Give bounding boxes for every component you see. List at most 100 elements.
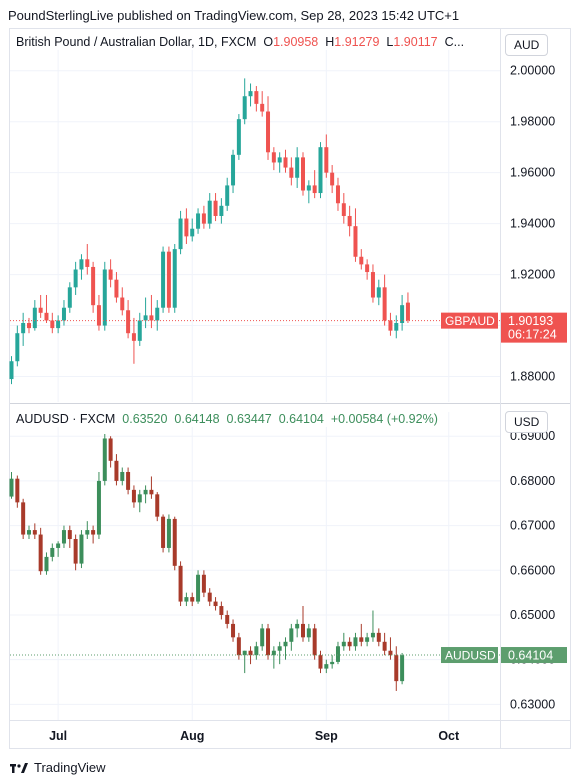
candle bbox=[353, 632, 358, 651]
candle bbox=[120, 467, 125, 486]
candle-body bbox=[50, 320, 55, 329]
candle-body bbox=[347, 641, 352, 647]
candle-body bbox=[301, 623, 305, 638]
candle-body bbox=[178, 218, 183, 250]
candle bbox=[271, 147, 276, 171]
candle-body bbox=[120, 471, 125, 481]
pane2-close: 0.64104 bbox=[278, 412, 324, 426]
candle bbox=[178, 561, 183, 607]
candle-body bbox=[254, 646, 259, 656]
candle bbox=[277, 641, 282, 665]
candle bbox=[324, 659, 329, 674]
candle bbox=[301, 606, 305, 642]
pane2-currency-button[interactable]: USD bbox=[505, 411, 549, 433]
candle bbox=[149, 294, 154, 329]
pane1-currency-button[interactable]: AUD bbox=[505, 34, 549, 56]
footer-brand-label: TradingView bbox=[34, 760, 106, 775]
x-tick-label: Sep bbox=[315, 729, 338, 743]
candle bbox=[131, 317, 136, 364]
candle-body bbox=[248, 91, 253, 97]
candle bbox=[400, 652, 405, 685]
candle-body bbox=[26, 323, 31, 329]
candle-body bbox=[353, 637, 358, 647]
candle bbox=[44, 552, 49, 575]
candle-body bbox=[91, 266, 96, 306]
candle-body bbox=[137, 494, 142, 503]
candle bbox=[26, 525, 31, 540]
candle-body bbox=[330, 172, 335, 186]
candle-body bbox=[161, 516, 166, 548]
candle-body bbox=[289, 167, 294, 178]
candle-body bbox=[91, 530, 96, 535]
footer-brand[interactable]: TradingView bbox=[10, 760, 106, 775]
candle-body bbox=[56, 320, 61, 329]
candle-body bbox=[283, 157, 288, 168]
candle bbox=[382, 632, 387, 656]
candle bbox=[96, 471, 101, 540]
candle bbox=[341, 193, 346, 224]
pane1-more: C... bbox=[444, 35, 465, 49]
candle bbox=[365, 259, 370, 280]
candle-body bbox=[108, 438, 113, 461]
candle-body bbox=[85, 259, 90, 267]
candle bbox=[365, 632, 370, 647]
candle-body bbox=[324, 147, 329, 173]
pane1-high: 1.91279 bbox=[334, 35, 380, 49]
candle-body bbox=[79, 259, 84, 270]
candle-body bbox=[254, 91, 259, 104]
candle bbox=[353, 208, 358, 262]
candle-body bbox=[335, 646, 340, 662]
candle bbox=[190, 218, 195, 242]
candle bbox=[184, 592, 189, 607]
candle bbox=[295, 619, 300, 638]
price-tag-bg bbox=[501, 312, 567, 343]
x-tick-label: Oct bbox=[438, 729, 460, 743]
candle-body bbox=[335, 185, 340, 204]
candle bbox=[102, 434, 107, 486]
candle-body bbox=[131, 333, 136, 341]
candle bbox=[143, 485, 148, 504]
candle bbox=[73, 261, 78, 295]
candle bbox=[61, 525, 66, 548]
candle-body bbox=[32, 530, 37, 535]
candle bbox=[260, 91, 265, 117]
candle-body bbox=[102, 438, 107, 481]
candle bbox=[102, 261, 107, 331]
candle-body bbox=[166, 518, 171, 548]
candle bbox=[44, 294, 49, 324]
candle-body bbox=[207, 592, 212, 602]
candle bbox=[225, 177, 230, 211]
candle bbox=[131, 485, 136, 508]
candle bbox=[306, 623, 311, 642]
candle bbox=[254, 86, 259, 112]
candle bbox=[225, 610, 230, 629]
candle-body bbox=[67, 287, 72, 308]
candle bbox=[9, 356, 14, 385]
candle bbox=[201, 570, 206, 598]
candle-body bbox=[295, 157, 300, 178]
candle bbox=[149, 476, 154, 499]
candle-body bbox=[161, 251, 166, 308]
candle-body bbox=[359, 637, 364, 642]
candle-body bbox=[126, 310, 131, 334]
candle bbox=[161, 246, 166, 313]
candle bbox=[143, 297, 148, 329]
candle-body bbox=[312, 628, 317, 656]
candle-body bbox=[376, 632, 381, 642]
candle-body bbox=[225, 185, 230, 206]
candle bbox=[382, 274, 387, 326]
y-tick-label: 0.66000 bbox=[510, 563, 555, 577]
candle bbox=[289, 157, 294, 186]
pane2-low: 0.63447 bbox=[226, 412, 272, 426]
candle bbox=[219, 198, 224, 224]
candle-body bbox=[114, 460, 119, 481]
candle bbox=[32, 300, 37, 331]
candle-body bbox=[260, 628, 265, 647]
candle-body bbox=[388, 320, 393, 331]
candle bbox=[190, 592, 195, 607]
low-label: L bbox=[386, 35, 394, 49]
candle-body bbox=[266, 111, 271, 153]
candle-body bbox=[248, 650, 253, 656]
candle-body bbox=[242, 96, 247, 120]
